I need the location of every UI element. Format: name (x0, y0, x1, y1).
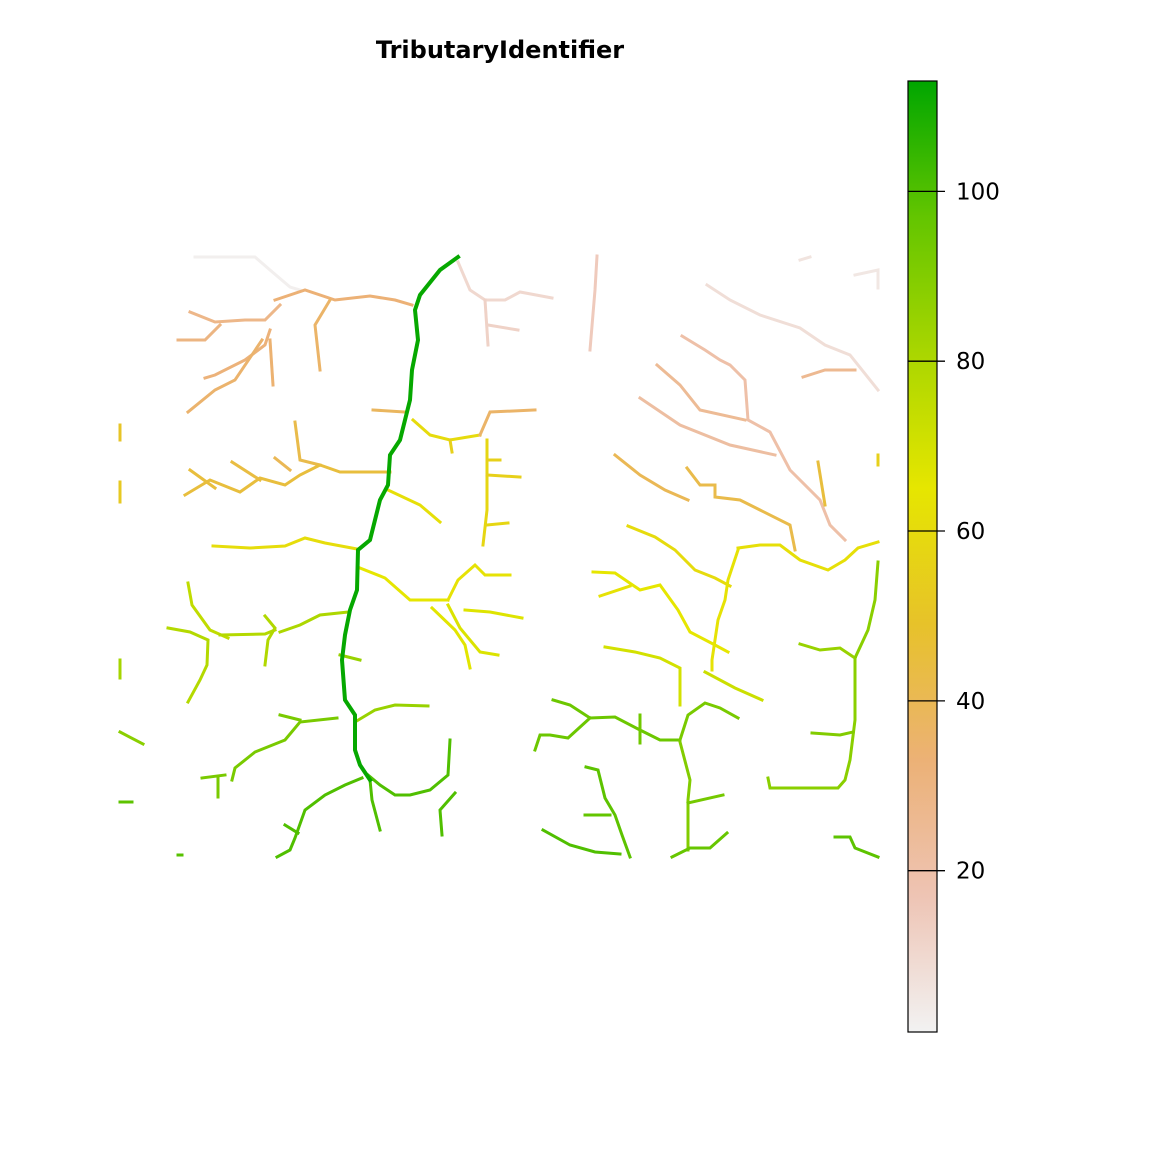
tributary-segment (365, 738, 452, 797)
tributary-segment (218, 628, 277, 637)
legend-tick-label: 100 (956, 179, 1000, 205)
tributary-segment (612, 452, 690, 502)
legend-tick-label: 80 (956, 349, 985, 375)
tributary-segment (626, 524, 733, 589)
tributary-segment (410, 417, 482, 442)
tributary-segment (485, 473, 522, 479)
tributary-segment (203, 328, 272, 380)
tributary-segment (371, 408, 407, 414)
tributary-segment (584, 765, 632, 859)
tributary-segment (445, 562, 512, 603)
tributary-segment (456, 260, 554, 302)
legend-tick-label: 60 (956, 519, 985, 545)
tributary-segment (386, 488, 443, 525)
tributary-segment (598, 584, 632, 598)
tributary-segment (230, 716, 339, 782)
tributary-segment (188, 302, 283, 324)
tributary-segment (193, 255, 302, 292)
tributary-segment (710, 548, 740, 672)
tributary-segment (540, 827, 622, 856)
tributary-segment (798, 642, 858, 661)
tributary-segment (551, 698, 682, 742)
tributary-segment (211, 536, 359, 551)
tributary-segment (339, 254, 461, 783)
tributary-segment (117, 729, 146, 747)
tributary-segment (686, 793, 725, 805)
tributary-segment (816, 460, 827, 507)
tributary-segment (200, 773, 227, 780)
tributary-segment (182, 463, 392, 498)
tributary-segment (185, 337, 265, 415)
river-network (117, 254, 881, 860)
tributary-segment (448, 438, 454, 454)
tributary-segment (358, 566, 450, 602)
tributary-segment (678, 740, 692, 852)
color-legend: 20 40 60 80 100 (907, 80, 1000, 1033)
tributary-segment (272, 455, 293, 473)
legend-tick-label: 20 (956, 859, 985, 885)
tributary-segment (684, 465, 797, 552)
tributary-segment (853, 268, 880, 290)
tributary-segment (702, 669, 764, 702)
tributary-segment (368, 778, 382, 832)
tributary-segment (262, 613, 277, 667)
tributary-segment (810, 730, 855, 737)
tributary-segment (801, 368, 857, 379)
tributary-segment (293, 420, 322, 467)
tributary-segment (486, 323, 520, 332)
tributary-segment (187, 467, 218, 491)
tributary-segment (833, 835, 880, 859)
tributary-segment (278, 713, 302, 722)
tributary-segment (483, 298, 490, 347)
tributary-segment (438, 790, 458, 837)
tributary-segment (274, 776, 364, 860)
tributary-segment (603, 645, 682, 707)
tributary-segment (591, 570, 731, 655)
tributary-segment (313, 297, 333, 372)
tributary-segment (445, 602, 500, 657)
tributary-segment (278, 610, 350, 634)
tributary-segment (273, 288, 414, 307)
tributary-segment (481, 438, 489, 547)
tributary-segment (229, 459, 263, 483)
tributary-segment (429, 605, 472, 670)
tributary-segment (533, 715, 593, 752)
tributary-segment (463, 608, 524, 620)
tributary-segment (176, 322, 223, 342)
tributary-segment (669, 830, 730, 860)
tributary-segment (282, 822, 301, 836)
tributary-segment (679, 333, 848, 543)
tributary-segment (637, 395, 777, 457)
tributary-segment (485, 521, 510, 527)
tributary-segment (352, 703, 430, 725)
tributary-segment (588, 254, 599, 352)
tributary-segment (704, 282, 881, 393)
tributary-segment (654, 362, 747, 422)
tributary-segment (268, 338, 275, 387)
tributary-segment (186, 581, 230, 640)
tributary-segment (166, 626, 210, 705)
tributary-segment (478, 408, 537, 437)
chart-title: TributaryIdentifier (375, 36, 625, 64)
tributary-segment (798, 255, 812, 262)
legend-color-bar (907, 80, 938, 1033)
tributary-segment (766, 560, 880, 790)
legend-tick-label: 40 (956, 689, 985, 715)
tributary-segment (736, 540, 880, 572)
tributary-segment (678, 701, 741, 742)
